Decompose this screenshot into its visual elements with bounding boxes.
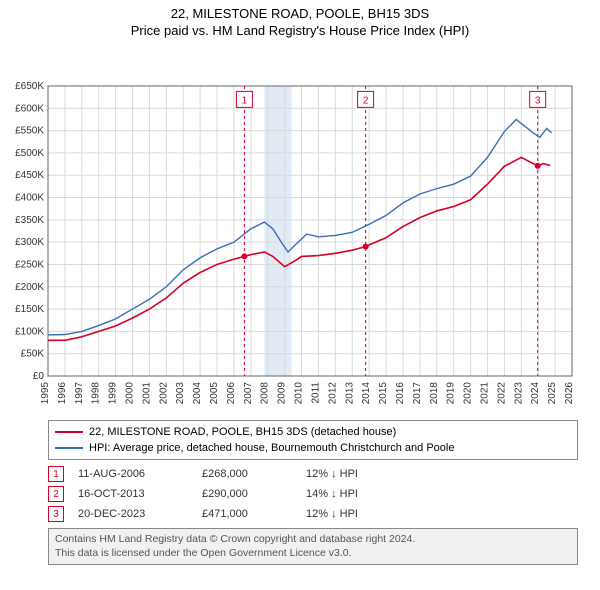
chart-titles: 22, MILESTONE ROAD, POOLE, BH15 3DS Pric… (0, 0, 600, 38)
events-table: 1 11-AUG-2006 £268,000 12% ↓ HPI 2 16-OCT-201… (48, 464, 578, 524)
y-tick-label: £250K (15, 259, 44, 270)
x-tick-label: 1998 (91, 382, 102, 405)
footnote-line1: Contains HM Land Registry data © Crown c… (55, 533, 571, 547)
y-tick-label: £400K (15, 193, 44, 204)
event-diff: 12% ↓ HPI (306, 468, 578, 480)
x-tick-label: 2002 (158, 382, 169, 405)
x-tick-label: 2000 (125, 382, 136, 405)
footnote-line2: This data is licensed under the Open Gov… (55, 547, 571, 561)
footnote: Contains HM Land Registry data © Crown c… (48, 528, 578, 565)
x-tick-label: 2024 (530, 382, 541, 405)
x-tick-label: 2006 (226, 382, 237, 405)
x-tick-label: 2008 (260, 382, 271, 405)
event-badge-num: 3 (535, 95, 541, 106)
y-tick-label: £450K (15, 170, 44, 181)
plot-bg (48, 86, 572, 376)
y-tick-label: £600K (15, 103, 44, 114)
event-price: £471,000 (202, 508, 292, 520)
x-tick-label: 2022 (496, 382, 507, 405)
event-diff: 14% ↓ HPI (306, 488, 578, 500)
recession-band (264, 86, 291, 376)
x-tick-label: 2015 (378, 382, 389, 405)
event-row: 2 16-OCT-2013 £290,000 14% ↓ HPI (48, 484, 578, 504)
x-tick-label: 1997 (74, 382, 85, 405)
x-tick-label: 2009 (277, 382, 288, 405)
y-tick-label: £150K (15, 304, 44, 315)
legend-label: 22, MILESTONE ROAD, POOLE, BH15 3DS (det… (89, 426, 396, 438)
event-price: £268,000 (202, 468, 292, 480)
event-diff: 12% ↓ HPI (306, 508, 578, 520)
event-price: £290,000 (202, 488, 292, 500)
x-tick-label: 2021 (479, 382, 490, 405)
event-row: 1 11-AUG-2006 £268,000 12% ↓ HPI (48, 464, 578, 484)
x-tick-label: 2005 (209, 382, 220, 405)
x-tick-label: 2007 (243, 382, 254, 405)
event-num-badge: 3 (48, 506, 64, 522)
event-badge-num: 2 (363, 95, 369, 106)
x-tick-label: 2020 (463, 382, 474, 405)
x-tick-label: 1995 (40, 382, 51, 405)
x-tick-label: 2004 (192, 382, 203, 405)
x-tick-label: 2016 (395, 382, 406, 405)
x-tick-label: 2019 (446, 382, 457, 405)
event-row: 3 20-DEC-2023 £471,000 12% ↓ HPI (48, 504, 578, 524)
y-tick-label: £650K (15, 81, 44, 92)
event-date: 16-OCT-2013 (78, 488, 188, 500)
x-tick-label: 1996 (57, 382, 68, 405)
legend: 22, MILESTONE ROAD, POOLE, BH15 3DS (det… (48, 420, 578, 460)
chart-title-line2: Price paid vs. HM Land Registry's House … (0, 23, 600, 38)
y-tick-label: £0 (33, 371, 45, 382)
x-tick-label: 2017 (412, 382, 423, 405)
x-tick-label: 2012 (327, 382, 338, 405)
legend-swatch (55, 447, 83, 449)
y-tick-label: £100K (15, 326, 44, 337)
event-date: 11-AUG-2006 (78, 468, 188, 480)
chart-title-line1: 22, MILESTONE ROAD, POOLE, BH15 3DS (0, 6, 600, 21)
price-chart: £0 £50K £100K £150K £200K £250K £300K £350K £400… (0, 38, 600, 418)
event-num-badge: 2 (48, 486, 64, 502)
x-tick-label: 2011 (310, 382, 321, 404)
y-tick-label: £300K (15, 237, 44, 248)
y-tick-label: £500K (15, 148, 44, 159)
x-tick-label: 2013 (344, 382, 355, 405)
y-tick-label: £550K (15, 126, 44, 137)
x-tick-label: 1999 (108, 382, 119, 405)
event-date: 20-DEC-2023 (78, 508, 188, 520)
chart-container: 22, MILESTONE ROAD, POOLE, BH15 3DS Pric… (0, 0, 600, 565)
x-tick-label: 2010 (294, 382, 305, 405)
event-badge-num: 1 (242, 95, 248, 106)
y-tick-label: £50K (21, 349, 45, 360)
legend-swatch (55, 431, 83, 433)
x-tick-label: 2014 (361, 382, 372, 405)
legend-row: HPI: Average price, detached house, Bour… (55, 440, 571, 456)
y-tick-label: £200K (15, 282, 44, 293)
x-tick-label: 2023 (513, 382, 524, 405)
x-tick-label: 2001 (141, 382, 152, 405)
x-tick-label: 2018 (429, 382, 440, 405)
x-tick-label: 2003 (175, 382, 186, 405)
x-tick-label: 2026 (564, 382, 575, 405)
legend-row: 22, MILESTONE ROAD, POOLE, BH15 3DS (det… (55, 424, 571, 440)
y-tick-label: £350K (15, 215, 44, 226)
x-tick-label: 2025 (547, 382, 558, 405)
event-num-badge: 1 (48, 466, 64, 482)
legend-label: HPI: Average price, detached house, Bour… (89, 442, 454, 454)
